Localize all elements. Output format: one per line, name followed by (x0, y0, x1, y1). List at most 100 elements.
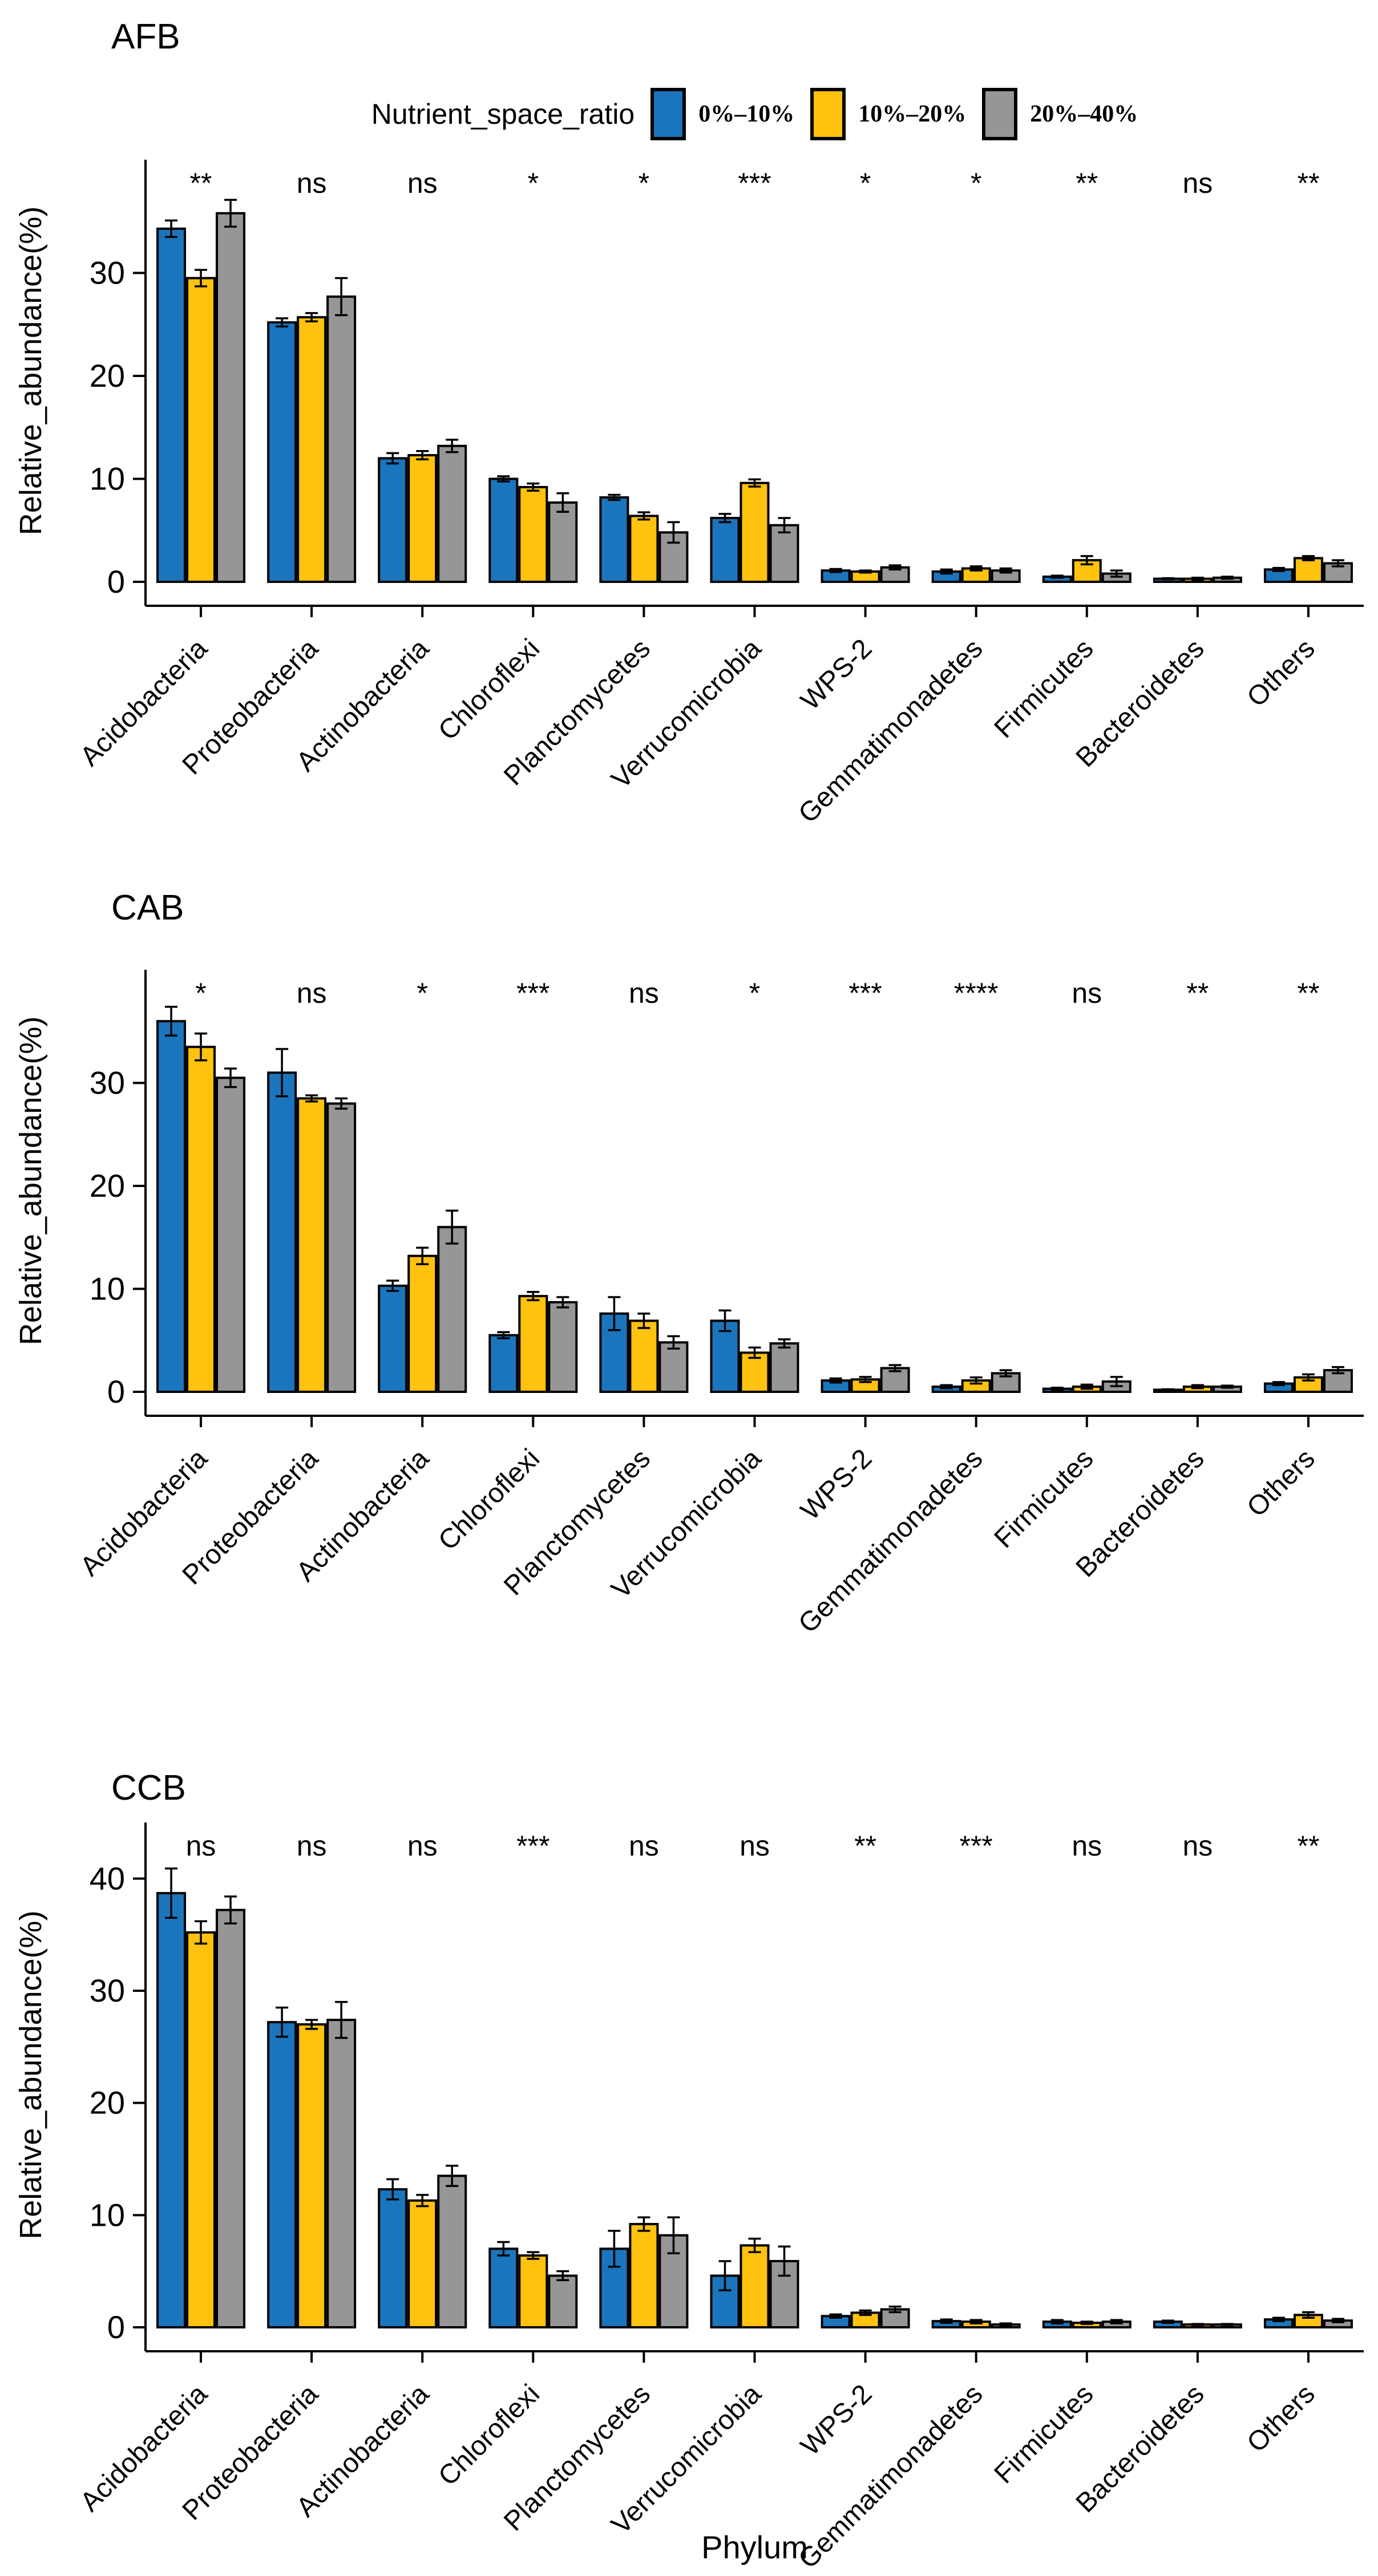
significance-label: ns (1182, 167, 1213, 199)
legend-swatch (650, 88, 686, 140)
bar (599, 496, 629, 583)
significance-label: *** (516, 1830, 549, 1862)
significance-label: ns (629, 977, 659, 1009)
significance-label: * (749, 977, 760, 1009)
significance-label: ns (1072, 1830, 1102, 1862)
panel-afb: Nutrient_space_ratio 0%–10% 10%–20% 20%–40… (0, 0, 1378, 878)
bar (378, 457, 408, 583)
bar (407, 454, 438, 583)
bar (407, 2199, 438, 2328)
bar (437, 1226, 467, 1393)
bar (186, 1046, 216, 1393)
x-tick-label: Gemmatimonadetes (793, 1443, 988, 1639)
legend-item-label: 0%–10% (698, 101, 795, 127)
significance-label: ns (297, 1830, 327, 1862)
y-tick-label: 20 (90, 358, 125, 394)
bar (326, 1102, 357, 1393)
bar (267, 1071, 297, 1393)
x-tick-label: Chloroflexi (433, 1443, 545, 1556)
bar (739, 2244, 770, 2329)
x-tick-label: Gemmatimonadetes (793, 2379, 988, 2574)
bar (739, 1351, 770, 1393)
bar (267, 2021, 297, 2328)
significance-label: ** (190, 167, 212, 199)
legend-swatch (982, 88, 1018, 140)
bar (710, 517, 740, 583)
y-axis-title: Relative_abundance(%) (14, 1910, 48, 2239)
significance-label: * (639, 167, 649, 199)
significance-label: * (860, 167, 871, 199)
significance-label: ns (297, 167, 327, 199)
bar (437, 444, 467, 583)
bar (407, 1254, 438, 1393)
bar (156, 227, 187, 583)
significance-label: * (417, 977, 427, 1009)
y-tick-label: 20 (90, 2085, 125, 2121)
bar (548, 1301, 578, 1393)
panel-title: CCB (111, 1768, 186, 1808)
bar (518, 2254, 548, 2329)
y-tick-label: 10 (90, 1271, 125, 1307)
significance-label: *** (738, 167, 771, 199)
significance-label: ** (1297, 1830, 1319, 1862)
bar (488, 477, 519, 584)
bar (378, 2188, 408, 2328)
bar (629, 2223, 659, 2328)
significance-label: ns (297, 977, 327, 1009)
panel-ccb: CCB 0 10 20 30 40 Relative_abundance(%) Acidoba… (0, 1706, 1378, 2576)
bar (267, 321, 297, 583)
bar (1293, 557, 1323, 583)
legend: Nutrient_space_ratio 0%–10% 10%–20% 20%–40… (146, 80, 1364, 148)
y-tick-label: 10 (90, 2197, 125, 2233)
x-tick-label: Firmicutes (989, 1443, 1100, 1554)
y-tick-label: 10 (90, 461, 125, 497)
bar (186, 277, 216, 583)
bar (216, 212, 246, 584)
bar (739, 481, 770, 583)
bar (297, 316, 327, 584)
significance-label: **** (954, 977, 999, 1009)
bar (629, 1319, 659, 1394)
bar (629, 515, 659, 583)
bar (216, 1909, 246, 2328)
bar (186, 1931, 216, 2328)
y-axis-title: Relative_abundance(%) (14, 1016, 48, 1345)
x-tick-label: Gemmatimonadetes (793, 633, 988, 829)
bar (769, 524, 799, 583)
significance-label: * (528, 167, 539, 199)
bar (769, 1342, 799, 1393)
significance-label: *** (516, 977, 549, 1009)
bar (216, 1076, 246, 1393)
significance-label: *** (959, 1830, 992, 1862)
significance-label: ** (1186, 977, 1209, 1009)
significance-label: * (971, 167, 981, 199)
bar (378, 1285, 408, 1393)
y-tick-label: 0 (107, 2309, 125, 2345)
legend-item-label: 10%–20% (858, 101, 967, 127)
bar (156, 1892, 187, 2328)
x-tick-label: Chloroflexi (433, 633, 545, 746)
bar (326, 295, 357, 583)
significance-label: ** (1076, 167, 1098, 199)
y-tick-label: 30 (90, 1972, 125, 2008)
x-tick-label: Others (1241, 1443, 1320, 1522)
bar (297, 2023, 327, 2328)
panel-title: AFB (111, 17, 180, 56)
bar (658, 1341, 689, 1393)
bar (1323, 1369, 1353, 1393)
significance-label: ns (1072, 977, 1102, 1009)
x-tick-label: Others (1241, 633, 1320, 712)
chart-ccb: CCB010203040Relative_abundance(%)Acidoba… (14, 1768, 1364, 2574)
bar (297, 1097, 327, 1393)
x-tick-label: WPS-2 (795, 2379, 878, 2461)
x-axis-title: Phylum (701, 2529, 808, 2565)
legend-item: 0%–10% (650, 88, 794, 140)
significance-label: * (195, 977, 206, 1009)
panel-title: CAB (111, 888, 184, 927)
x-tick-label: Firmicutes (989, 2379, 1100, 2489)
legend-title: Nutrient_space_ratio (371, 98, 635, 130)
bar (488, 2247, 519, 2328)
y-tick-label: 20 (90, 1168, 125, 1204)
bar (769, 2259, 799, 2329)
